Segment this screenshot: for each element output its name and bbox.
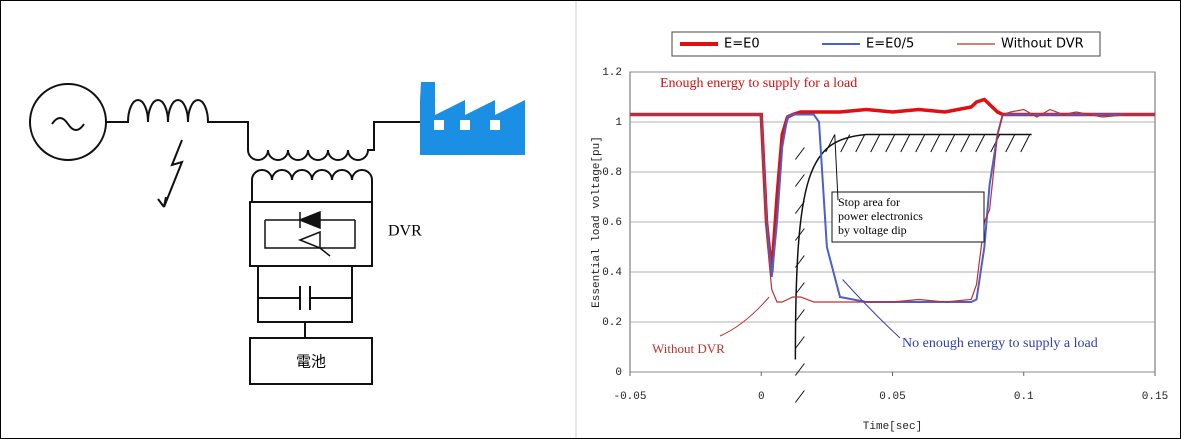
annotation: Enough energy to supply for a load [660, 76, 857, 91]
legend-label: E=E0 [724, 37, 760, 52]
x-tick-label: 0 [758, 391, 765, 403]
annotation: power electronics [838, 209, 923, 223]
x-tick-label: 0.05 [879, 391, 905, 403]
annotation: Stop area for [838, 195, 900, 209]
x-axis-label: Time[sec] [863, 421, 922, 433]
legend-label: Without DVR [1001, 37, 1084, 52]
legend-label: E=E0/5 [866, 37, 914, 52]
x-tick-label: 0.15 [1142, 391, 1168, 403]
y-tick-label: 1 [615, 117, 622, 129]
x-tick-label: -0.05 [613, 391, 646, 403]
x-tick-label: 0.1 [1014, 391, 1034, 403]
y-tick-label: 0 [615, 367, 622, 379]
annotation: No enough energy to supply a load [902, 336, 1098, 351]
annotation: by voltage dip [838, 223, 907, 237]
y-axis-label: Essential load voltage[pu] [591, 136, 603, 308]
y-tick-label: 0.8 [602, 167, 622, 179]
y-tick-label: 0.4 [602, 267, 622, 279]
y-tick-label: 0.6 [602, 217, 622, 229]
page: DVR 電池 0 0.2 0.4 0.6 0.8 1 1.2 -0.05 0 0.05 0.1 0.1… [0, 0, 1181, 439]
battery-label: 電池 [296, 353, 326, 371]
y-tick-label: 1.2 [602, 67, 622, 79]
annotation: Without DVR [652, 341, 725, 356]
y-tick-label: 0.2 [602, 317, 622, 329]
dvr-label: DVR [388, 223, 422, 240]
